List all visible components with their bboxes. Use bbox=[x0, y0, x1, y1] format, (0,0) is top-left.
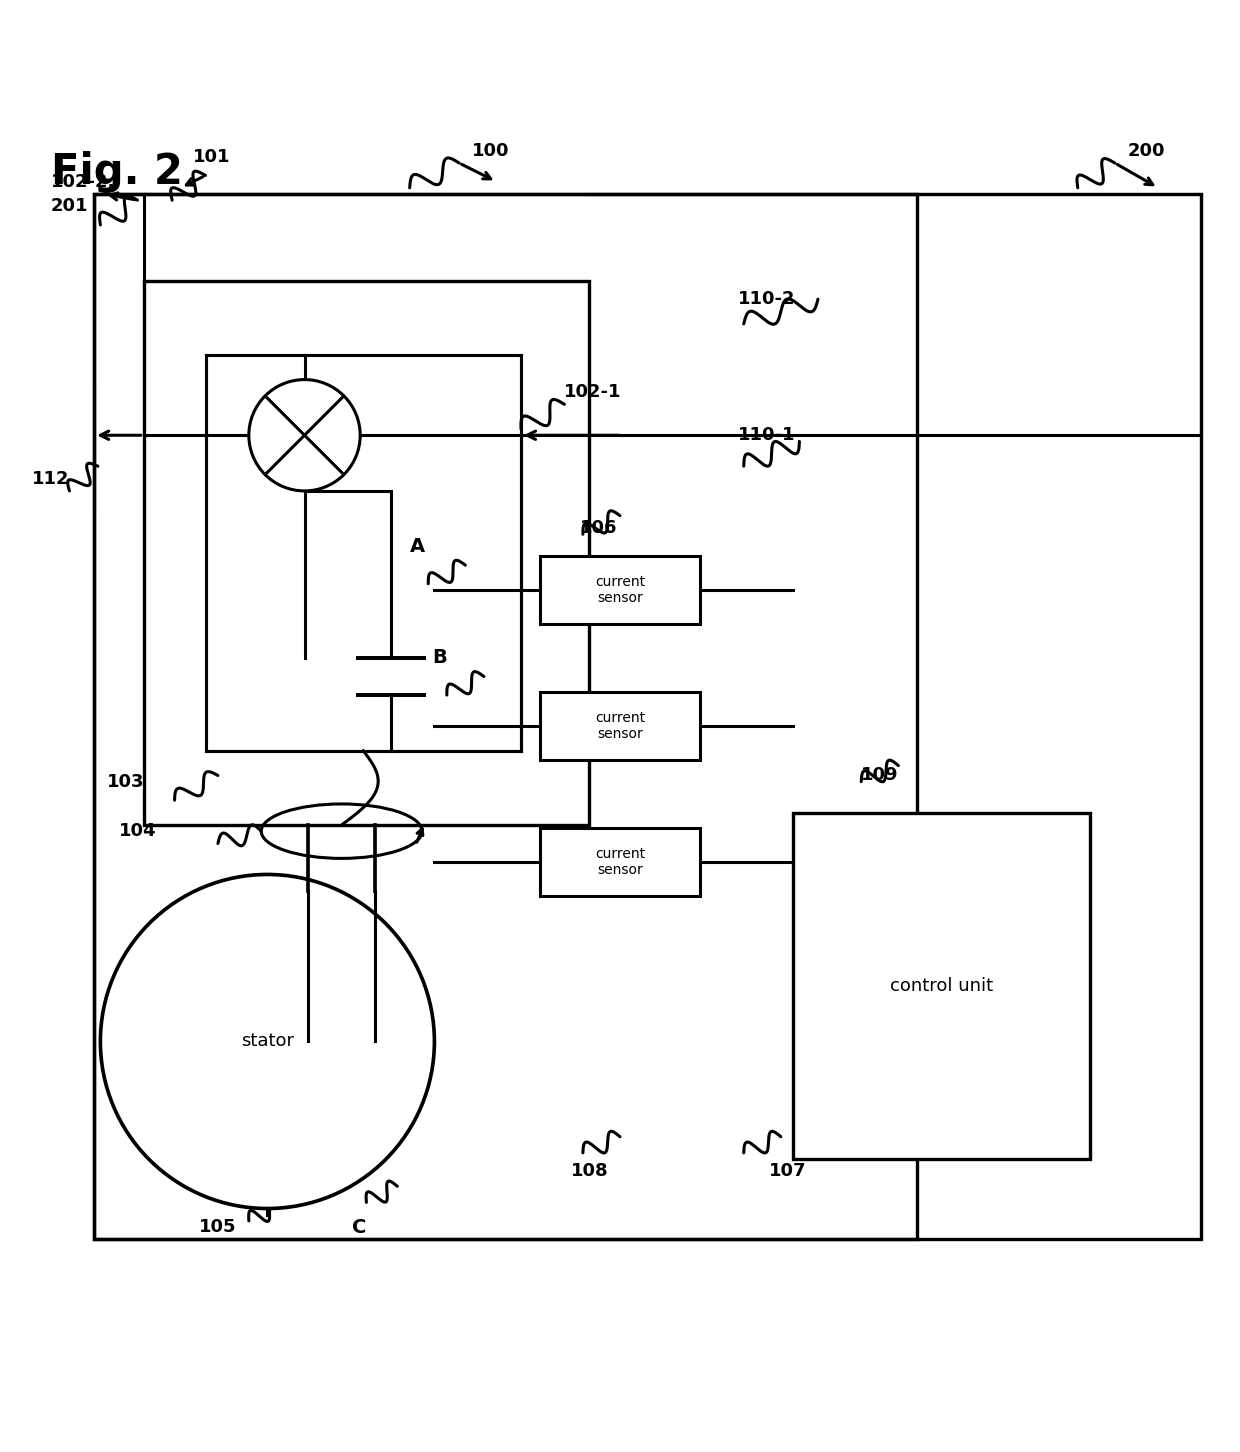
Text: 112: 112 bbox=[32, 469, 69, 488]
Text: 102-2,: 102-2, bbox=[51, 173, 115, 190]
Text: 107: 107 bbox=[769, 1163, 806, 1180]
Text: 105: 105 bbox=[200, 1218, 237, 1236]
Text: 102-1: 102-1 bbox=[564, 383, 621, 401]
Text: 110-1: 110-1 bbox=[738, 427, 795, 444]
Text: 201: 201 bbox=[51, 197, 88, 215]
Bar bbox=[539, 693, 701, 759]
Bar bbox=[794, 813, 1090, 1159]
Text: 104: 104 bbox=[119, 822, 156, 841]
Text: C: C bbox=[352, 1218, 366, 1237]
Text: current
sensor: current sensor bbox=[595, 711, 645, 741]
Bar bbox=[144, 280, 589, 825]
Text: 100: 100 bbox=[471, 142, 510, 160]
Text: 110-2: 110-2 bbox=[738, 290, 795, 308]
Text: 108: 108 bbox=[570, 1163, 608, 1180]
Circle shape bbox=[249, 379, 360, 491]
Text: 200: 200 bbox=[1127, 142, 1164, 160]
Text: current
sensor: current sensor bbox=[595, 575, 645, 605]
Bar bbox=[94, 195, 916, 1240]
Text: B: B bbox=[432, 649, 446, 668]
Text: stator: stator bbox=[241, 1032, 294, 1050]
Text: 101: 101 bbox=[193, 148, 231, 166]
Bar bbox=[94, 195, 1202, 1240]
Circle shape bbox=[100, 874, 434, 1208]
Text: A: A bbox=[409, 537, 425, 556]
Text: Fig. 2: Fig. 2 bbox=[51, 151, 182, 193]
Text: current
sensor: current sensor bbox=[595, 847, 645, 877]
Bar bbox=[539, 556, 701, 624]
Text: control unit: control unit bbox=[890, 977, 993, 995]
Text: 103: 103 bbox=[107, 772, 144, 791]
Text: 106: 106 bbox=[580, 518, 618, 537]
Text: 109: 109 bbox=[862, 767, 899, 784]
Bar bbox=[539, 828, 701, 896]
Bar bbox=[206, 354, 521, 751]
